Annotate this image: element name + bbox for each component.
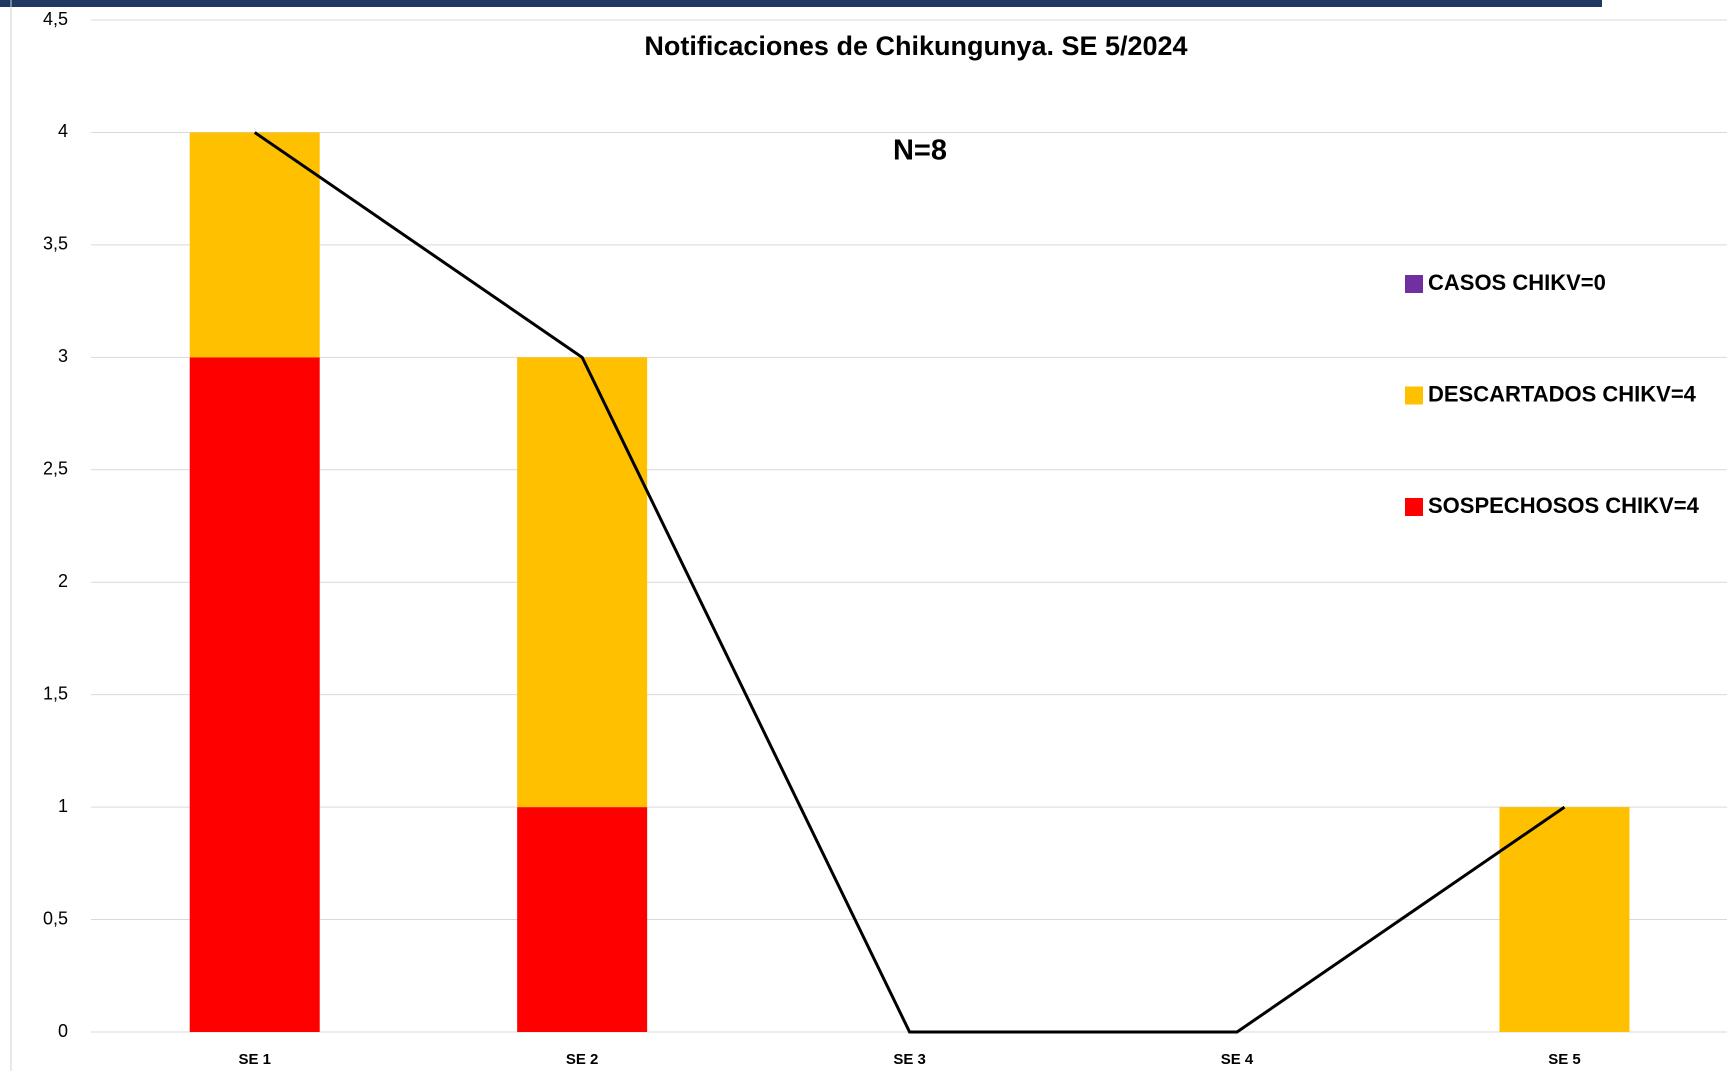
chart-title: Notificaciones de Chikungunya. SE 5/2024 xyxy=(644,31,1187,61)
x-tick-label: SE 2 xyxy=(566,1051,599,1068)
y-tick-label: 1 xyxy=(58,796,68,816)
legend-swatch xyxy=(1405,498,1423,516)
legend-label: DESCARTADOS CHIKV=4 xyxy=(1428,381,1697,406)
y-tick-label: 0 xyxy=(58,1021,68,1041)
y-tick-label: 3,5 xyxy=(43,234,68,254)
bar-segment xyxy=(189,357,320,1032)
header-stripe xyxy=(0,0,1602,7)
legend-label: SOSPECHOSOS CHIKV=4 xyxy=(1428,493,1700,518)
y-tick-label: 4,5 xyxy=(43,9,68,29)
annotation: N=8 xyxy=(893,135,947,167)
y-tick-label: 0,5 xyxy=(43,908,68,928)
y-tick-label: 3 xyxy=(58,346,68,366)
legend-swatch xyxy=(1405,275,1423,293)
x-tick-label: SE 3 xyxy=(893,1051,926,1068)
x-tick-label: SE 4 xyxy=(1221,1051,1254,1068)
bar-segment xyxy=(189,132,320,358)
legend-swatch xyxy=(1405,386,1423,405)
y-tick-label: 4 xyxy=(58,121,68,141)
x-tick-label: SE 5 xyxy=(1548,1051,1581,1068)
y-tick-label: 1,5 xyxy=(43,683,68,703)
bar-segment xyxy=(1499,807,1630,1032)
x-tick-label: SE 1 xyxy=(238,1051,271,1068)
total-line xyxy=(253,131,1566,1034)
y-tick-label: 2 xyxy=(58,571,68,591)
bar-segment xyxy=(517,807,648,1032)
y-tick-label: 2,5 xyxy=(43,459,68,479)
bar-segment xyxy=(517,357,648,808)
legend-label: CASOS CHIKV=0 xyxy=(1428,270,1606,295)
